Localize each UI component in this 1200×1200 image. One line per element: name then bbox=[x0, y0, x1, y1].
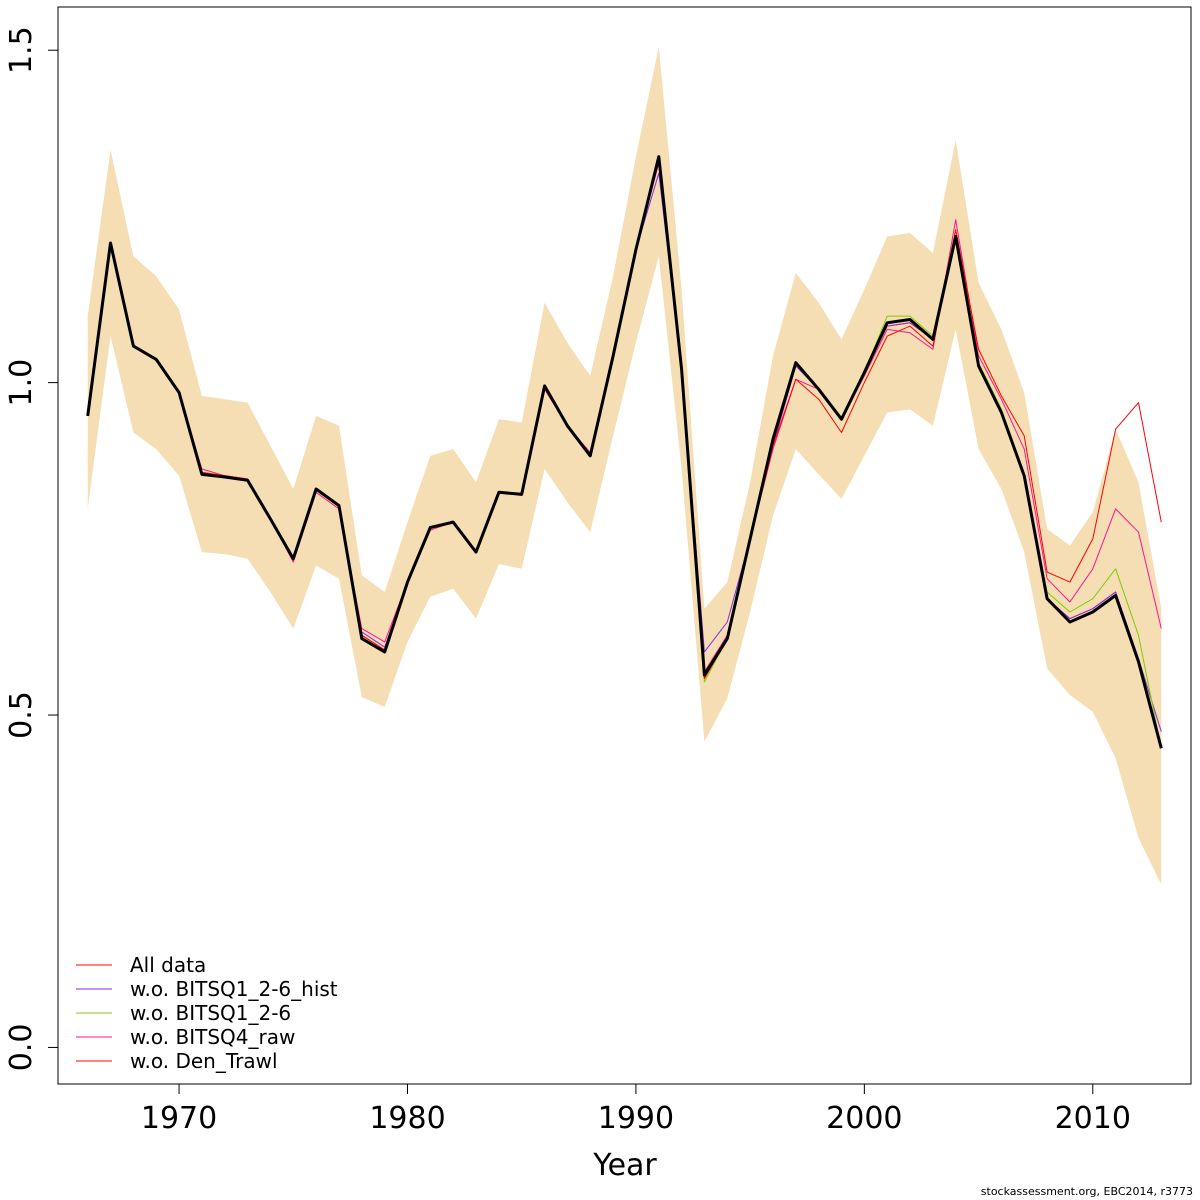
legend-label: All data bbox=[130, 953, 206, 977]
y-tick-label: 1.0 bbox=[4, 359, 39, 407]
y-tick-label: 0.0 bbox=[4, 1024, 39, 1072]
x-axis-title: Year bbox=[592, 1148, 657, 1183]
x-axis: 1970 1980 1990 2000 2010 bbox=[141, 1083, 1131, 1136]
x-tick-label: 1970 bbox=[141, 1101, 217, 1136]
confidence-band-area bbox=[87, 46, 1162, 885]
legend-label: w.o. Den_Trawl bbox=[130, 1049, 278, 1073]
confidence-band bbox=[87, 46, 1162, 885]
y-tick-label: 0.5 bbox=[4, 691, 39, 739]
x-tick-label: 2010 bbox=[1055, 1101, 1131, 1136]
credit-text: stockassessment.org, EBC2014, r3773 bbox=[981, 1185, 1193, 1198]
series-lines bbox=[86, 155, 1163, 749]
y-tick-label: 1.5 bbox=[4, 26, 39, 74]
x-tick-label: 1990 bbox=[598, 1101, 674, 1136]
x-tick-label: 2000 bbox=[826, 1101, 902, 1136]
legend-label: w.o. BITSQ1_2-6 bbox=[130, 1001, 291, 1025]
legend-label: w.o. BITSQ4_raw bbox=[130, 1025, 295, 1049]
x-tick-label: 1980 bbox=[369, 1101, 445, 1136]
legend-label: w.o. BITSQ1_2-6_hist bbox=[130, 977, 338, 1001]
y-axis: 0.0 0.5 1.0 1.5 bbox=[4, 26, 59, 1072]
series-line-5 bbox=[86, 155, 1163, 749]
